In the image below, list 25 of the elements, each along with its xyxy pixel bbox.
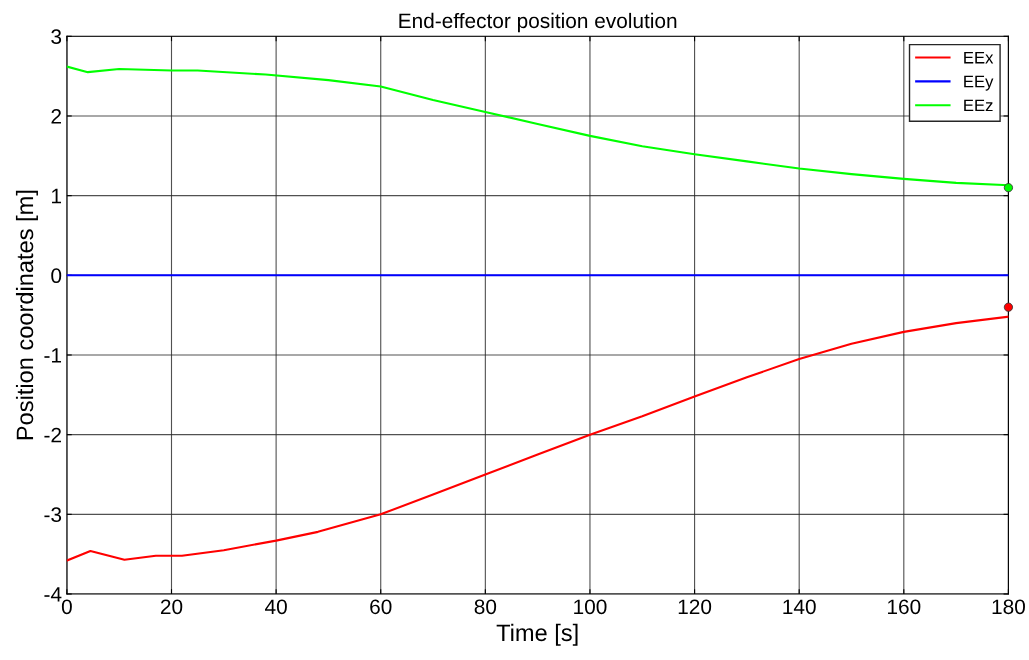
y-tick-label: -4 <box>44 587 62 602</box>
x-tick-label: 140 <box>783 599 816 615</box>
y-tick-label: 0 <box>51 268 62 284</box>
y-axis-title: Position coordinates [m] <box>15 190 38 440</box>
x-tick-label: 0 <box>61 599 72 615</box>
y-tick-label: 3 <box>51 29 62 45</box>
legend-label: EEy <box>964 75 994 91</box>
y-tick-label: -1 <box>44 348 62 363</box>
y-tick-label: -3 <box>44 507 62 523</box>
x-tick-label: 180 <box>992 599 1025 615</box>
x-tick-label: 80 <box>474 599 497 615</box>
x-axis-title: Time [s] <box>496 623 578 646</box>
y-tick-label: -2 <box>44 427 61 443</box>
chart-title: End-effector position evolution <box>399 12 677 33</box>
x-tick-label: 160 <box>888 599 921 615</box>
y-tick-label: 2 <box>51 108 61 124</box>
y-tick-label: 1 <box>52 188 62 204</box>
x-tick-label: 100 <box>574 599 607 615</box>
x-tick-label: 40 <box>265 599 287 615</box>
x-tick-label: 20 <box>160 599 183 615</box>
legend-label: EEz <box>964 99 993 112</box>
legend-label: EEx <box>964 51 994 64</box>
x-tick-label: 120 <box>678 599 712 615</box>
line-series <box>66 315 1009 562</box>
x-tick-label: 60 <box>370 599 392 615</box>
